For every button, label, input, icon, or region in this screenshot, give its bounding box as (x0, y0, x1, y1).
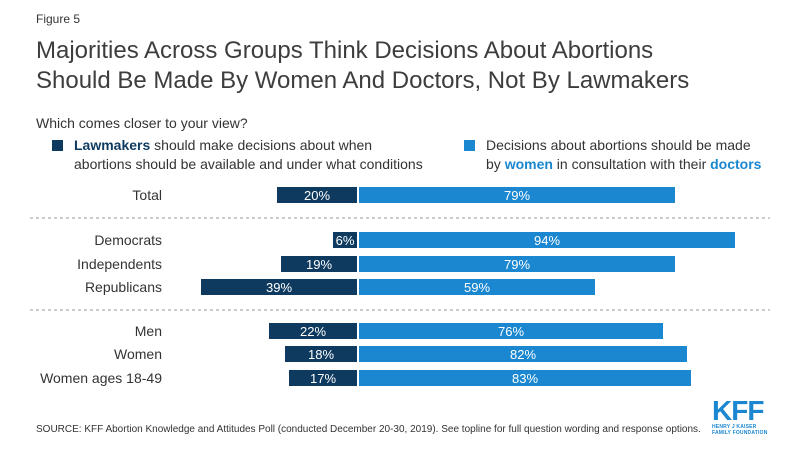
kff-logo-text: KFF (712, 395, 764, 426)
data-label-women-doctors-democrats: 94% (534, 233, 560, 248)
category-label-democrats: Democrats (94, 232, 162, 248)
legend-entry-lawmakers: Lawmakers should make decisions about wh… (52, 136, 423, 174)
data-label-lawmakers-total: 20% (304, 188, 330, 203)
chart-title-line-2: Should Be Made By Women And Doctors, Not… (36, 67, 690, 94)
legend-highlight-doctors: doctors (710, 156, 762, 172)
bar-lawmakers-republicans (201, 279, 357, 295)
data-label-lawmakers-women-ages-18-49: 17% (310, 371, 336, 386)
bar-women-doctors-total (359, 187, 675, 203)
legend-swatch-lawmakers (52, 140, 63, 151)
legend-entry-women-doctors: Decisions about abortions should be made… (464, 136, 761, 174)
bar-women-doctors-women (359, 346, 687, 362)
bar-lawmakers-men (269, 323, 357, 339)
kff-logo-subline-2: FAMILY FOUNDATION (712, 430, 768, 436)
bar-women-doctors-republicans (359, 279, 595, 295)
data-label-women-doctors-republicans: 59% (464, 280, 490, 295)
bar-lawmakers-total (277, 187, 357, 203)
kff-logo-subline-1: HENRY J KAISER (712, 424, 757, 430)
data-label-women-doctors-total: 79% (504, 188, 530, 203)
kff-logo: KFF HENRY J KAISER FAMILY FOUNDATION (712, 395, 776, 437)
legend-text-lawmakers-line1: should make decisions about when (150, 137, 373, 153)
category-label-republicans: Republicans (85, 279, 162, 295)
bar-lawmakers-independents (281, 256, 357, 272)
bar-women-doctors-independents (359, 256, 675, 272)
chart-title: Majorities Across Groups Think Decisions… (36, 36, 776, 96)
bar-lawmakers-women (285, 346, 357, 362)
data-label-lawmakers-republicans: 39% (266, 280, 292, 295)
data-label-women-doctors-men: 76% (498, 324, 524, 339)
data-label-lawmakers-men: 22% (300, 324, 326, 339)
legend-text-women-doctors-mid: in consultation with their (552, 156, 711, 172)
data-label-lawmakers-democrats: 6% (336, 233, 355, 248)
legend-text-lawmakers: Lawmakers should make decisions about wh… (52, 136, 423, 174)
data-label-lawmakers-women: 18% (308, 347, 334, 362)
bar-lawmakers-democrats (333, 232, 357, 248)
bar-women-doctors-democrats (359, 232, 735, 248)
legend-text-women-doctors-line1: Decisions about abortions should be made (486, 137, 751, 153)
legend-text-women-doctors-pre: by (486, 156, 505, 172)
chart-subtitle: Which comes closer to your view? (36, 115, 248, 131)
bar-lawmakers-women-ages-18-49 (289, 370, 357, 386)
category-label-total: Total (132, 187, 162, 203)
data-label-women-doctors-independents: 79% (504, 257, 530, 272)
category-label-women: Women (114, 346, 162, 362)
data-label-women-doctors-women: 82% (510, 347, 536, 362)
category-label-women-ages-18-49: Women ages 18-49 (40, 370, 162, 386)
category-label-men: Men (135, 323, 162, 339)
legend-swatch-women-doctors (464, 140, 475, 151)
legend-text-lawmakers-line2: abortions should be available and under … (74, 156, 423, 172)
bar-women-doctors-women-ages-18-49 (359, 370, 691, 386)
legend-highlight-lawmakers: Lawmakers (74, 137, 151, 153)
source-note: SOURCE: KFF Abortion Knowledge and Attit… (36, 424, 701, 435)
legend-text-women-doctors: Decisions about abortions should be made… (464, 136, 761, 174)
bar-women-doctors-men (359, 323, 663, 339)
data-label-women-doctors-women-ages-18-49: 83% (512, 371, 538, 386)
figure-label: Figure 5 (36, 12, 81, 26)
category-label-independents: Independents (77, 256, 162, 272)
chart-title-line-1: Majorities Across Groups Think Decisions… (36, 37, 654, 64)
data-label-lawmakers-independents: 19% (306, 257, 332, 272)
legend-highlight-women: women (504, 156, 553, 172)
